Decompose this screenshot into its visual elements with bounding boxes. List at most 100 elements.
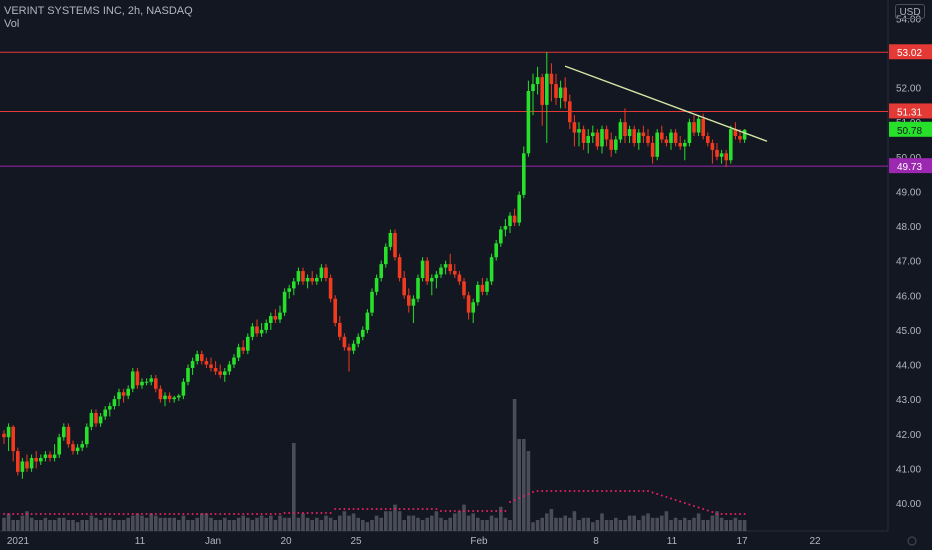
volume-bar — [453, 513, 457, 531]
volume-ma-dot — [587, 490, 590, 492]
volume-ma-dot — [338, 508, 341, 510]
symbol-title[interactable]: VERINT SYSTEMS INC, 2h, NASDAQ — [4, 5, 193, 17]
candle-body — [586, 136, 590, 143]
volume-bar — [448, 517, 452, 531]
volume-bar — [733, 517, 738, 531]
volume-bar — [696, 513, 701, 531]
volume-ma-dot — [159, 513, 162, 515]
volume-ma-dot — [490, 510, 493, 512]
volume-bar — [729, 520, 733, 531]
volume-ma-dot — [26, 513, 28, 515]
volume-bar — [204, 513, 209, 531]
volume-bar — [724, 520, 728, 531]
volume-ma-dot — [624, 490, 626, 492]
candle-body — [733, 129, 738, 137]
volume-ma-dot — [329, 512, 332, 514]
volume-ma-dot — [619, 490, 622, 492]
volume-ma-dot — [246, 513, 249, 515]
volume-ma-dot — [522, 495, 525, 497]
volume-ma-dot — [320, 512, 323, 514]
candle-body — [246, 336, 250, 351]
candle-body — [232, 357, 236, 365]
candle-body — [540, 77, 544, 105]
volume-ma-dot — [177, 513, 180, 515]
volume-ma-dot — [532, 491, 534, 493]
candle-body — [167, 395, 172, 400]
volume-ma-dot — [440, 510, 442, 512]
volume-ma-dot — [274, 513, 277, 515]
chart-header: VERINT SYSTEMS INC, 2h, NASDAQ Vol — [4, 5, 193, 31]
volume-bar — [374, 515, 379, 531]
volume-bar — [269, 515, 273, 531]
volume-ma-dot — [518, 497, 521, 499]
volume-ma-dot — [651, 491, 654, 494]
volume-ma-dot — [647, 490, 649, 492]
candle-body — [692, 122, 696, 133]
volume-ma-dot — [380, 508, 383, 510]
candle-body — [200, 354, 204, 362]
volume-ma-dot — [366, 508, 369, 510]
volume-bar — [687, 520, 692, 531]
volume-bar — [172, 517, 176, 531]
volume-bar — [669, 520, 673, 531]
volume-ma-dot — [499, 510, 502, 512]
volume-bar — [103, 517, 107, 531]
candle-body — [324, 267, 328, 278]
volume-bar — [328, 517, 333, 531]
candle-body — [351, 343, 356, 351]
price-tick-label: 48.00 — [896, 222, 921, 233]
time-tick-label: 11 — [667, 536, 678, 547]
volume-label[interactable]: Vol — [4, 18, 20, 30]
candle-body — [664, 139, 669, 143]
volume-bar — [186, 520, 190, 531]
price-tick-label: 52.00 — [896, 84, 921, 95]
volume-bar — [218, 520, 222, 531]
volume-bar — [489, 515, 494, 531]
candle-body — [48, 454, 52, 458]
candle-body — [719, 153, 724, 157]
trendline[interactable] — [564, 65, 768, 142]
candle-body — [572, 122, 577, 133]
candle-body — [466, 295, 471, 313]
volume-ma-dot — [633, 490, 636, 492]
volume-ma-dot — [679, 500, 682, 503]
volume-bar — [499, 506, 503, 531]
candle-body — [434, 274, 439, 278]
volume-ma-dot — [702, 508, 705, 510]
candle-body — [342, 336, 347, 348]
volume-bar — [503, 517, 508, 531]
volume-ma-dot — [578, 490, 580, 492]
volume-ma-dot — [334, 508, 337, 510]
volume-bar — [25, 511, 29, 531]
candle-body — [190, 361, 195, 368]
candle-body — [678, 142, 682, 147]
volume-bar — [301, 513, 305, 531]
volume-bar — [531, 522, 535, 531]
candle-body — [39, 457, 43, 462]
volume-ma-dot — [53, 513, 56, 515]
time-tick-label: Jan — [205, 536, 221, 547]
candle-body — [347, 347, 351, 351]
candle-body — [650, 142, 655, 157]
level-price-label: 51.31 — [897, 107, 922, 118]
candle-body — [250, 326, 255, 337]
volume-ma-dot — [716, 513, 718, 515]
settings-icon[interactable] — [907, 536, 917, 546]
candle-body — [292, 281, 296, 289]
candle-body — [480, 284, 485, 292]
currency-button[interactable]: USD — [895, 4, 925, 19]
volume-ma-dot — [573, 490, 576, 492]
candle-body — [149, 378, 153, 382]
volume-bar — [480, 520, 485, 531]
volume-bar — [540, 517, 544, 531]
volume-bar — [140, 515, 144, 531]
candle-body — [241, 347, 245, 351]
volume-bar — [471, 513, 475, 531]
candle-body — [379, 264, 383, 278]
candle-body — [531, 84, 535, 92]
candle-body — [742, 129, 747, 140]
volume-ma-dot — [734, 513, 737, 515]
volume-bar — [600, 513, 604, 531]
candle-body — [637, 132, 641, 143]
